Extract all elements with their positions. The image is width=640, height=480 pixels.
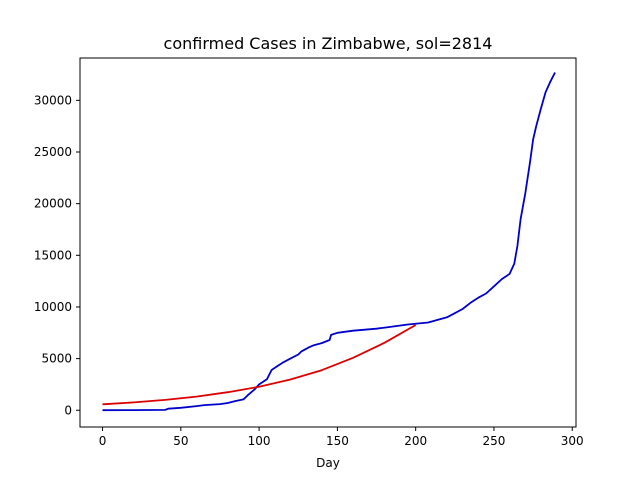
x-tick-label: 50 xyxy=(173,434,188,448)
y-tick-label: 20000 xyxy=(34,197,72,211)
y-tick-label: 15000 xyxy=(34,248,72,262)
x-tick-label: 200 xyxy=(404,434,427,448)
y-axis-ticks: 0 5000 10000 15000 20000 25000 30000 xyxy=(34,93,80,417)
plot-lines xyxy=(102,72,556,412)
x-axis-ticks: 0 50 100 150 200 250 300 xyxy=(99,427,584,448)
y-tick-label: 10000 xyxy=(34,300,72,314)
x-tick-label: 250 xyxy=(483,434,506,448)
y-tick-label: 25000 xyxy=(34,145,72,159)
plot-frame xyxy=(79,57,577,428)
y-tick-label: 5000 xyxy=(41,352,72,366)
x-tick-label: 300 xyxy=(561,434,584,448)
x-tick-label: 100 xyxy=(248,434,271,448)
x-axis-label: Day xyxy=(316,456,340,470)
y-tick-label: 0 xyxy=(64,403,72,417)
y-tick-label: 30000 xyxy=(34,93,72,107)
x-tick-label: 0 xyxy=(99,434,107,448)
series-line-0 xyxy=(102,72,556,412)
series-line-1 xyxy=(102,324,417,406)
chart-title: confirmed Cases in Zimbabwe, sol=2814 xyxy=(164,34,493,53)
x-tick-label: 150 xyxy=(326,434,349,448)
